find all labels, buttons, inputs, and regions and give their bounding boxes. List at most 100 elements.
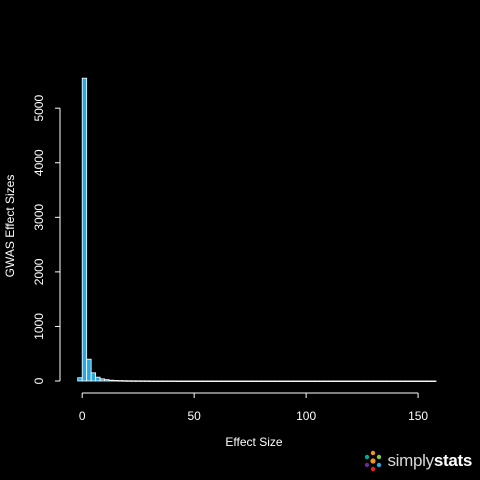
histogram-bar — [122, 380, 128, 382]
histogram-bar — [171, 380, 177, 382]
histogram-bar — [251, 380, 258, 382]
histogram-bar — [310, 380, 316, 382]
x-tick-label: 150 — [408, 409, 428, 423]
y-tick-label: 3000 — [32, 204, 46, 231]
y-tick-label: 1000 — [32, 313, 46, 340]
logo-dot — [371, 466, 376, 472]
histogram-bar — [140, 380, 146, 382]
histogram-bar — [216, 380, 222, 382]
histogram-bar — [278, 380, 285, 382]
histogram-bar — [328, 380, 334, 382]
histogram-bar — [148, 380, 155, 382]
y-axis-title: GWAS Effect Sizes — [3, 175, 17, 278]
histogram-bar — [337, 380, 343, 382]
histogram-bar — [417, 380, 423, 382]
histogram-bar — [198, 380, 204, 382]
histogram-bar — [81, 77, 88, 382]
histogram-bar — [301, 380, 307, 382]
logo-text: simplystats — [387, 451, 472, 471]
histogram-bar — [354, 380, 361, 382]
histogram-bar — [265, 380, 271, 382]
histogram-bar — [157, 380, 164, 382]
x-tick-label: 0 — [79, 409, 86, 423]
histogram-bar — [274, 380, 280, 382]
histogram-bar — [117, 380, 123, 382]
x-axis-title: Effect Size — [225, 435, 282, 449]
histogram-bar — [296, 380, 303, 382]
logo-text-light: simply — [387, 451, 434, 470]
histogram-bar — [135, 380, 141, 382]
histogram-bar — [202, 380, 208, 382]
histogram-bar — [225, 380, 231, 382]
histogram-bar — [363, 380, 370, 382]
histogram-bar — [113, 380, 119, 382]
y-tick-label: 5000 — [32, 95, 46, 122]
molecule-dots-icon — [365, 450, 382, 472]
histogram-bar — [292, 380, 298, 382]
histogram-bar — [247, 380, 253, 382]
histogram-bar — [260, 380, 267, 382]
x-tick-label: 100 — [296, 409, 316, 423]
logo-dot — [365, 454, 370, 460]
histogram-bar — [175, 380, 182, 382]
histogram-bar — [229, 380, 235, 382]
logo-dot — [371, 450, 376, 456]
x-tick-label: 50 — [187, 409, 201, 423]
logo-text-bold: stats — [433, 451, 472, 470]
axes: 0 50 100 150 0 1000 2000 3000 4000 5000 — [32, 95, 428, 423]
histogram-bar — [377, 380, 383, 382]
histogram-bar — [341, 380, 347, 382]
histogram-bar — [104, 379, 110, 382]
histogram-bar — [368, 380, 374, 382]
histogram-bar — [426, 380, 432, 382]
histogram-bar — [86, 358, 92, 382]
histogram-bar — [269, 380, 276, 382]
histogram-bar — [153, 380, 159, 382]
histogram-bar — [180, 380, 186, 382]
histogram-bar — [99, 378, 105, 382]
logo-dot — [365, 462, 370, 468]
histogram-bar — [108, 379, 114, 382]
histogram-bar — [399, 380, 406, 382]
histogram-bar — [350, 380, 356, 382]
histogram-bar — [283, 380, 289, 382]
histogram-bar — [234, 380, 240, 382]
histogram-bar — [243, 380, 249, 382]
histogram-bar — [319, 380, 325, 382]
logo-dot — [377, 454, 382, 460]
histogram-bar — [386, 380, 392, 382]
histogram-bar — [184, 380, 191, 382]
histogram-bar — [166, 380, 173, 382]
histogram-bar — [77, 377, 83, 382]
histogram-bar — [207, 380, 213, 382]
histogram-bar — [390, 380, 397, 382]
histogram-bar — [305, 380, 312, 382]
histogram-bar — [422, 380, 428, 382]
histogram-bar — [287, 380, 294, 382]
histogram-bar — [332, 380, 338, 382]
histogram-bar — [211, 380, 217, 382]
histogram-bar — [314, 380, 320, 382]
histogram-bars — [77, 77, 437, 382]
histogram-bar — [90, 372, 97, 382]
logo-dot — [377, 462, 382, 468]
logo-dot — [370, 458, 377, 464]
histogram-bar — [95, 376, 101, 382]
histogram-bar — [162, 380, 168, 382]
histogram-bar — [189, 380, 195, 382]
histogram-bar — [381, 380, 388, 382]
histogram-bar — [413, 380, 419, 382]
y-tick-label: 4000 — [32, 149, 46, 176]
histogram-bar — [131, 380, 137, 382]
histogram-bar — [408, 380, 415, 382]
y-tick-label: 0 — [32, 377, 46, 384]
histogram-bar — [238, 380, 244, 382]
histogram-bar — [144, 380, 150, 382]
histogram-bar — [395, 380, 401, 382]
histogram-bar — [372, 380, 379, 382]
histogram-bar — [323, 380, 329, 382]
histogram-bar — [193, 380, 200, 382]
histogram-bar — [346, 380, 352, 382]
histogram-bar — [359, 380, 365, 382]
